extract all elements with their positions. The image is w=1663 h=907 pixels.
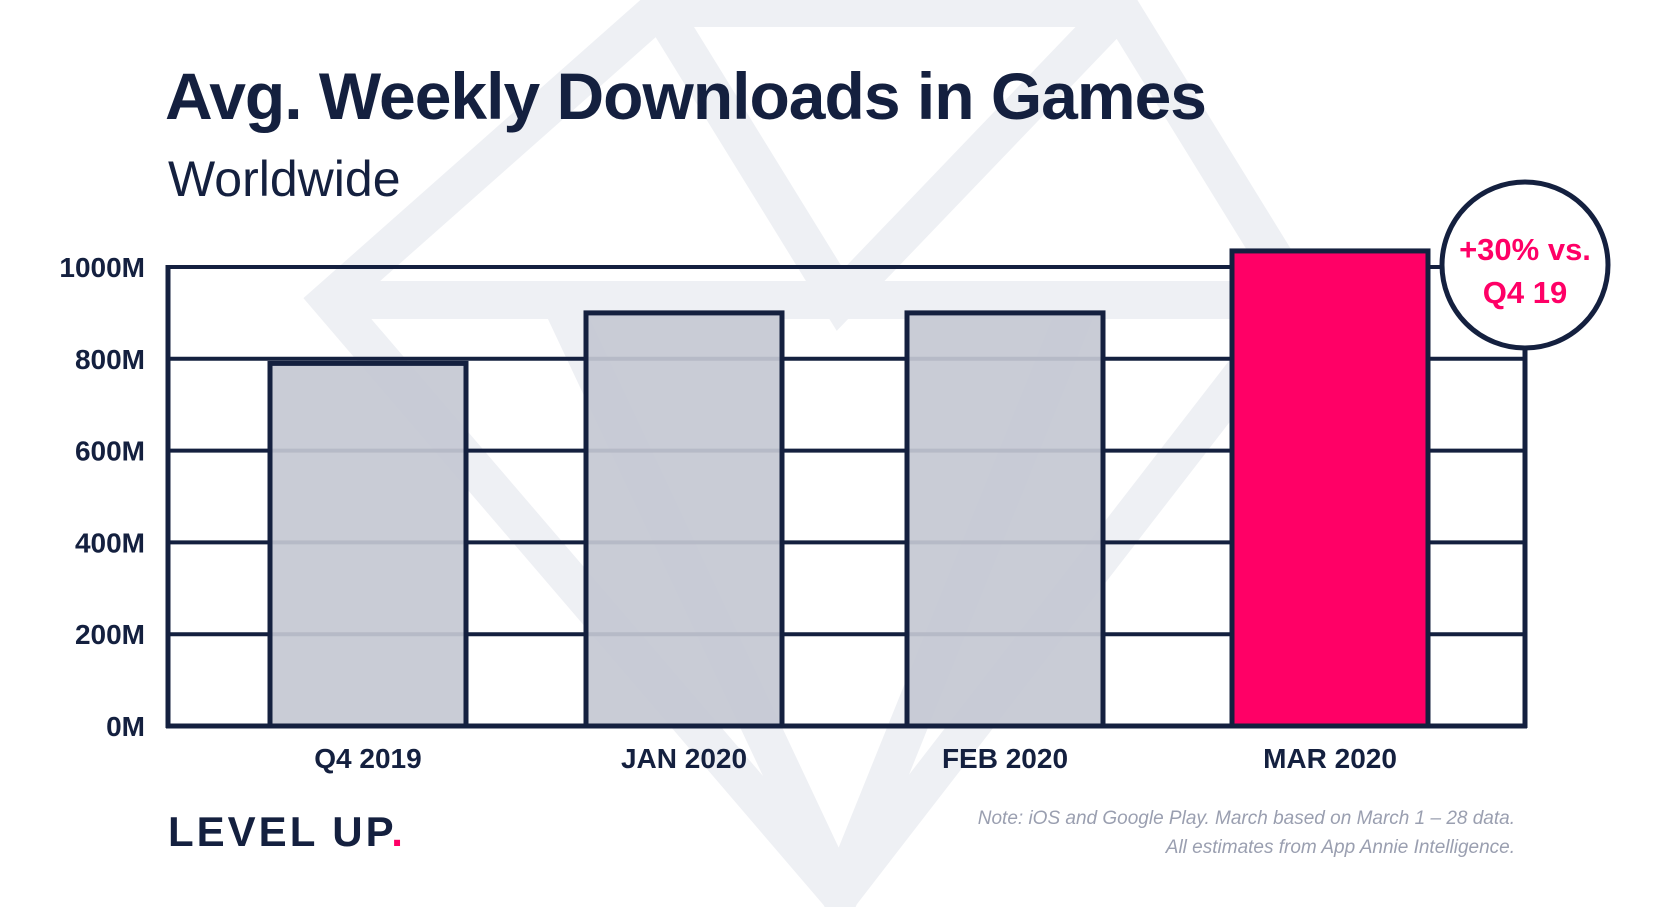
y-tick-label: 0M [106,711,145,742]
bar-jan-2020 [583,310,785,729]
bar-q4-2019 [267,360,469,729]
y-tick-label: 800M [75,344,145,375]
callout-badge: +30% vs. Q4 19 [1439,179,1611,351]
callout-line-2: Q4 19 [1483,275,1567,310]
chart-title: Avg. Weekly Downloads in Games [165,59,1207,133]
logo-dot: . [391,808,406,855]
brand-logo: LEVEL UP. [168,808,406,856]
x-tick-label: MAR 2020 [1263,743,1397,774]
footnote-line-2: All estimates from App Annie Intelligenc… [1165,837,1515,858]
plot-frame [165,265,1528,729]
footnote-line-1: Note: iOS and Google Play. March based o… [977,808,1515,829]
x-tick-label: Q4 2019 [314,743,421,774]
x-tick-label: JAN 2020 [621,743,747,774]
y-axis-ticks: 0M 200M 400M 600M 800M 1000M [59,252,145,742]
x-tick-label: FEB 2020 [942,743,1068,774]
y-tick-label: 600M [75,436,145,467]
y-tick-label: 400M [75,527,145,558]
footnote: Note: iOS and Google Play. March based o… [978,804,1515,862]
bar-feb-2020 [904,310,1106,729]
watermark-crown [643,0,1134,331]
y-tick-label: 200M [75,619,145,650]
chart-subtitle: Worldwide [168,151,401,207]
bars [267,248,1431,729]
callout-circle [1439,179,1611,351]
x-axis-ticks: Q4 2019 JAN 2020 FEB 2020 MAR 2020 [314,743,1397,774]
y-tick-label: 1000M [59,252,145,283]
logo-text: LEVEL UP [168,808,392,855]
callout-line-1: +30% vs. [1459,232,1591,267]
bar-mar-2020 [1229,248,1431,729]
